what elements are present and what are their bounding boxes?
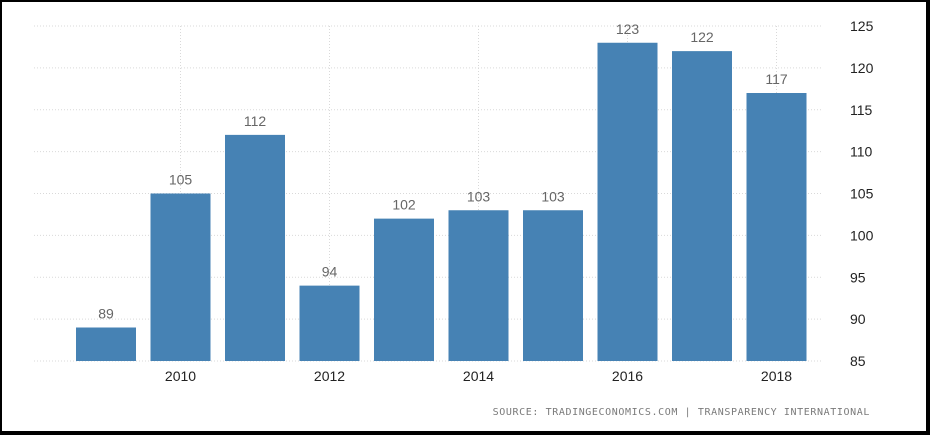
bar xyxy=(448,210,509,361)
bar xyxy=(746,93,807,361)
data-label: 123 xyxy=(616,21,640,37)
bar-chart: 89 105 112 94 102 103 103 123 122 117 85 90 95 100 10… xyxy=(34,18,874,384)
y-tick-label: 110 xyxy=(850,144,873,160)
bar xyxy=(597,42,658,361)
data-label: 89 xyxy=(98,306,114,322)
data-labels: 89 105 112 94 102 103 103 123 122 117 xyxy=(98,21,788,322)
bar xyxy=(523,210,583,361)
bar xyxy=(299,285,360,361)
x-tick-label: 2012 xyxy=(314,368,345,384)
y-tick-label: 85 xyxy=(850,353,866,369)
data-label: 105 xyxy=(169,172,193,188)
data-label: 102 xyxy=(392,197,416,213)
x-tick-label: 2014 xyxy=(463,368,494,384)
y-tick-label: 125 xyxy=(850,18,874,34)
data-label: 103 xyxy=(541,188,565,204)
y-axis-ticks: 85 90 95 100 105 110 115 120 125 xyxy=(850,18,874,369)
data-label: 112 xyxy=(244,113,267,129)
bar xyxy=(76,327,136,361)
y-tick-label: 90 xyxy=(850,311,866,327)
x-axis-ticks: 2010 2012 2014 2016 2018 xyxy=(165,368,792,384)
y-tick-label: 100 xyxy=(850,227,874,243)
data-label: 94 xyxy=(322,264,338,280)
source-note: SOURCE: TRADINGECONOMICS.COM | TRANSPARE… xyxy=(492,407,870,418)
bar xyxy=(150,193,211,361)
data-label: 122 xyxy=(690,29,714,45)
data-label: 117 xyxy=(765,71,788,87)
y-tick-label: 120 xyxy=(850,60,874,76)
y-tick-label: 95 xyxy=(850,269,866,285)
bars xyxy=(76,42,807,361)
data-label: 103 xyxy=(467,188,491,204)
x-tick-label: 2016 xyxy=(612,368,643,384)
chart-frame: 89 105 112 94 102 103 103 123 122 117 85 90 95 100 10… xyxy=(2,2,926,431)
x-tick-label: 2018 xyxy=(761,368,792,384)
bar xyxy=(374,218,434,361)
y-tick-label: 105 xyxy=(850,186,874,202)
bar xyxy=(225,134,285,361)
y-tick-label: 115 xyxy=(850,102,873,118)
bar xyxy=(672,51,732,361)
x-tick-label: 2010 xyxy=(165,368,196,384)
